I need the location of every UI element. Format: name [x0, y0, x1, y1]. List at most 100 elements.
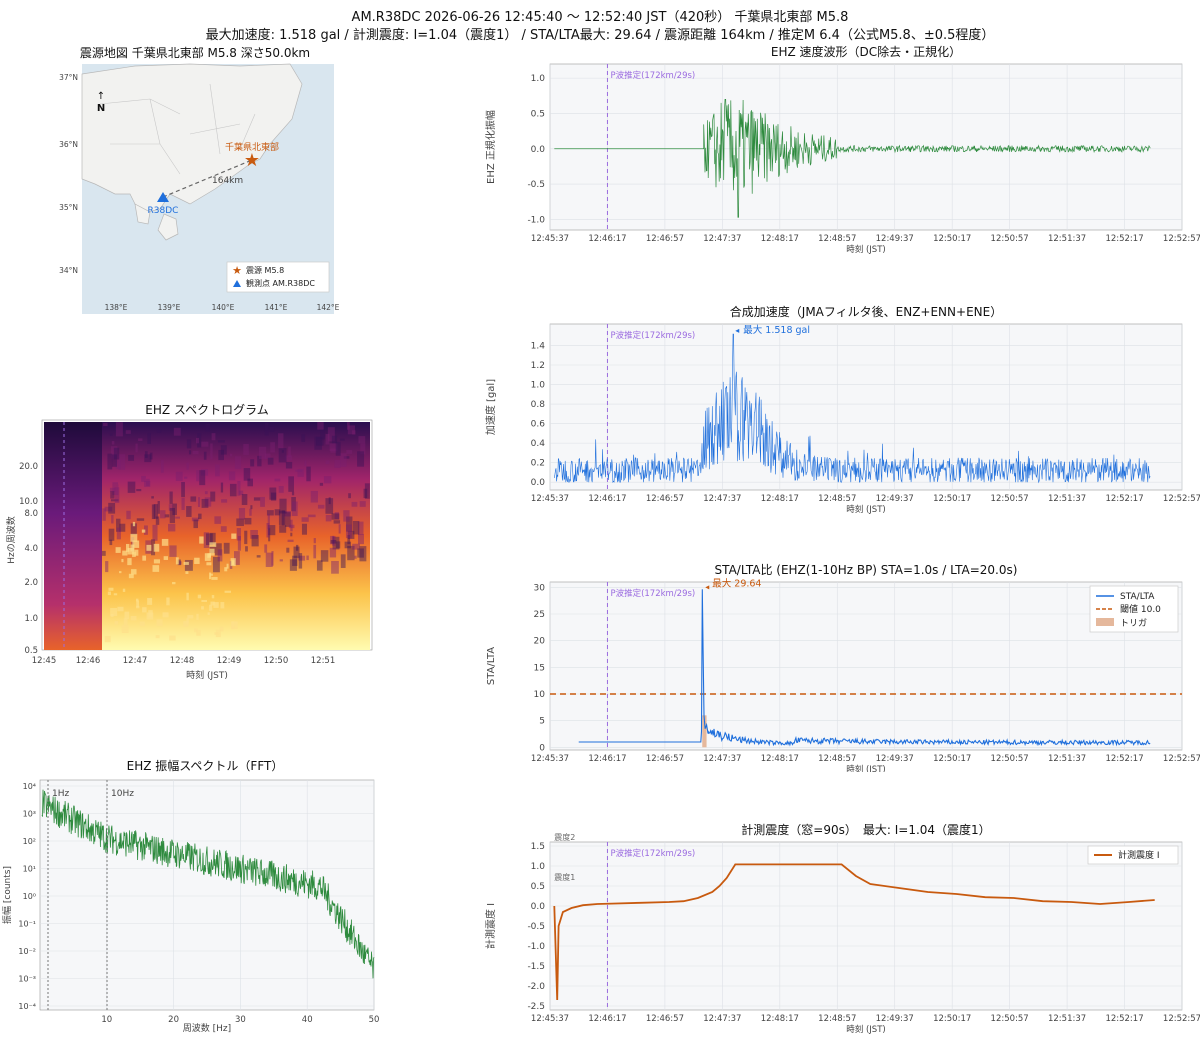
sta-lta-ytick: 0 — [539, 743, 545, 753]
fft-series — [41, 789, 375, 979]
spectrogram-texture-cell — [306, 555, 309, 561]
spectrogram-texture-cell — [124, 611, 130, 620]
spectrogram-texture-cell — [241, 493, 248, 505]
acceleration-ylabel: 加速度 [gal] — [484, 379, 497, 435]
spectrogram-texture-cell — [352, 430, 356, 435]
spectrogram-texture-cell — [236, 528, 241, 541]
spectrogram-texture-cell — [153, 504, 158, 519]
figure-subtitle: 最大加速度: 1.518 gal / 計測震度: I=1.04（震度1） / S… — [205, 28, 995, 43]
acceleration-xlabel: 時刻 (JST) — [846, 504, 885, 515]
spectrogram-texture-cell — [217, 440, 225, 443]
spectrogram-texture-cell — [281, 450, 284, 453]
velocity-xtick: 12:47:37 — [703, 234, 741, 244]
spectrogram-texture-cell — [121, 625, 129, 633]
velocity-ylabel: EHZ 正規化振幅 — [484, 110, 497, 184]
sta-lta-xtick: 12:51:37 — [1048, 754, 1086, 764]
spectrogram-texture-cell — [231, 621, 235, 630]
spectrogram-texture-cell — [114, 487, 120, 503]
spectrogram-texture-cell — [291, 501, 298, 517]
spectrogram-texture-cell — [112, 484, 119, 496]
spectrogram-texture-cell — [117, 606, 124, 612]
spectrogram-texture-cell — [130, 533, 138, 542]
spectrogram-texture-cell — [224, 567, 228, 572]
spectrogram-texture-cell — [181, 481, 185, 498]
spectrogram-texture-cell — [211, 595, 215, 599]
spectrogram-texture-cell — [110, 614, 114, 618]
legend-trigger: トリガ — [1120, 618, 1147, 629]
spectrogram-texture-cell — [146, 612, 154, 620]
shindo-ytick: -2.5 — [527, 1002, 545, 1012]
spectrogram-texture-cell — [214, 516, 222, 524]
spectrogram-texture-cell — [325, 460, 330, 465]
spectrogram-texture-cell — [102, 550, 106, 556]
spectrogram-texture-cell — [215, 543, 222, 556]
acceleration-panel: 合成加速度（JMAフィルタ後、ENZ+ENN+ENE） 12:45:37 12:46… — [484, 304, 1200, 515]
spectrogram-texture-cell — [316, 436, 324, 446]
spectrogram-texture-cell — [310, 490, 318, 503]
spectrogram-texture-cell — [279, 559, 283, 562]
sta-lta-frame — [549, 581, 1183, 751]
spectrogram-ytick: 1.0 — [24, 614, 38, 624]
spectrogram-texture-cell — [212, 556, 220, 573]
sta-lta-trigger-area — [702, 715, 707, 748]
spectrogram-texture-cell — [231, 621, 238, 629]
spectrogram-texture-cell — [102, 508, 106, 521]
spectrogram-texture-cell — [109, 539, 113, 546]
velocity-xtick: 12:46:57 — [646, 234, 684, 244]
spectrogram-texture-cell — [264, 422, 269, 436]
spectrogram-texture-cell — [285, 512, 291, 527]
spectrogram-texture-cell — [127, 547, 135, 555]
spectrogram-texture-cell — [132, 540, 140, 548]
spectrogram-texture-cell — [152, 565, 160, 572]
spectrogram-texture-cell — [330, 535, 335, 545]
spectrogram-texture-cell — [320, 550, 329, 562]
spectrogram-texture-cell — [196, 470, 200, 482]
spectrogram-texture-cell — [173, 427, 181, 436]
spectrogram-texture-cell — [128, 454, 135, 461]
spectrogram-texture-cell — [105, 561, 109, 573]
spectrogram-texture-cell — [209, 532, 216, 545]
spectrogram-texture-cell — [270, 442, 275, 453]
spectrogram-texture-cell — [348, 493, 351, 499]
spectrogram-texture-cell — [286, 547, 290, 553]
spectrogram-texture-cell — [243, 444, 249, 455]
map-lon-tick: 142°E — [317, 303, 340, 312]
shindo-level-label: 震度2 — [554, 832, 575, 842]
spectrogram-texture-cell — [238, 507, 246, 520]
spectrogram-texture-cell — [250, 459, 255, 467]
spectrogram-texture-cell — [237, 481, 241, 496]
spectrogram-xlabel: 時刻 (JST) — [186, 669, 228, 681]
spectrogram-ylabel: Hzの周波数 — [5, 516, 17, 564]
legend-star-icon: ★ — [232, 264, 242, 277]
sta-lta-xlabel: 時刻 (JST) — [846, 764, 885, 772]
spectrogram-texture-cell — [325, 498, 334, 514]
spectrogram-texture-cell — [234, 456, 242, 470]
fft-ytick: 10³ — [23, 810, 36, 819]
spectrogram-texture-cell — [168, 504, 173, 511]
spectrogram-texture-cell — [161, 538, 169, 546]
spectrogram-texture-cell — [338, 524, 341, 534]
acceleration-title: 合成加速度（JMAフィルタ後、ENZ+ENN+ENE） — [730, 304, 1002, 319]
spectrogram-texture-cell — [284, 455, 293, 461]
spectrogram-texture-cell — [162, 612, 169, 618]
spectrogram-texture-cell — [330, 539, 337, 544]
velocity-ytick: 0.0 — [531, 145, 546, 155]
spectrogram-texture-cell — [151, 539, 156, 556]
spectrogram-texture-cell — [211, 433, 216, 441]
spectrogram-texture-cell — [186, 439, 192, 449]
spectrogram-texture-cell — [194, 628, 198, 633]
spectrogram-texture-cell — [347, 530, 355, 539]
spectrogram-texture-cell — [359, 546, 367, 562]
spectrogram-texture-cell — [278, 485, 284, 493]
spectrogram-texture-cell — [156, 429, 162, 433]
spectrogram-texture-cell — [250, 529, 258, 539]
epicenter-label: 千葉県北東部 — [225, 141, 279, 153]
sta-lta-ylabel: STA/LTA — [486, 647, 497, 685]
spectrogram-texture-cell — [313, 544, 317, 559]
spectrogram-texture-cell — [115, 459, 121, 470]
spectrogram-texture-cell — [210, 573, 213, 576]
acceleration-ytick: 1.4 — [531, 341, 546, 351]
sta-lta-panel: STA/LTA比 (EHZ(1-10Hz BP) STA=1.0s / LTA=… — [486, 563, 1200, 772]
shindo-xtick: 12:48:57 — [818, 1014, 856, 1024]
spectrogram-texture-cell — [249, 508, 252, 516]
